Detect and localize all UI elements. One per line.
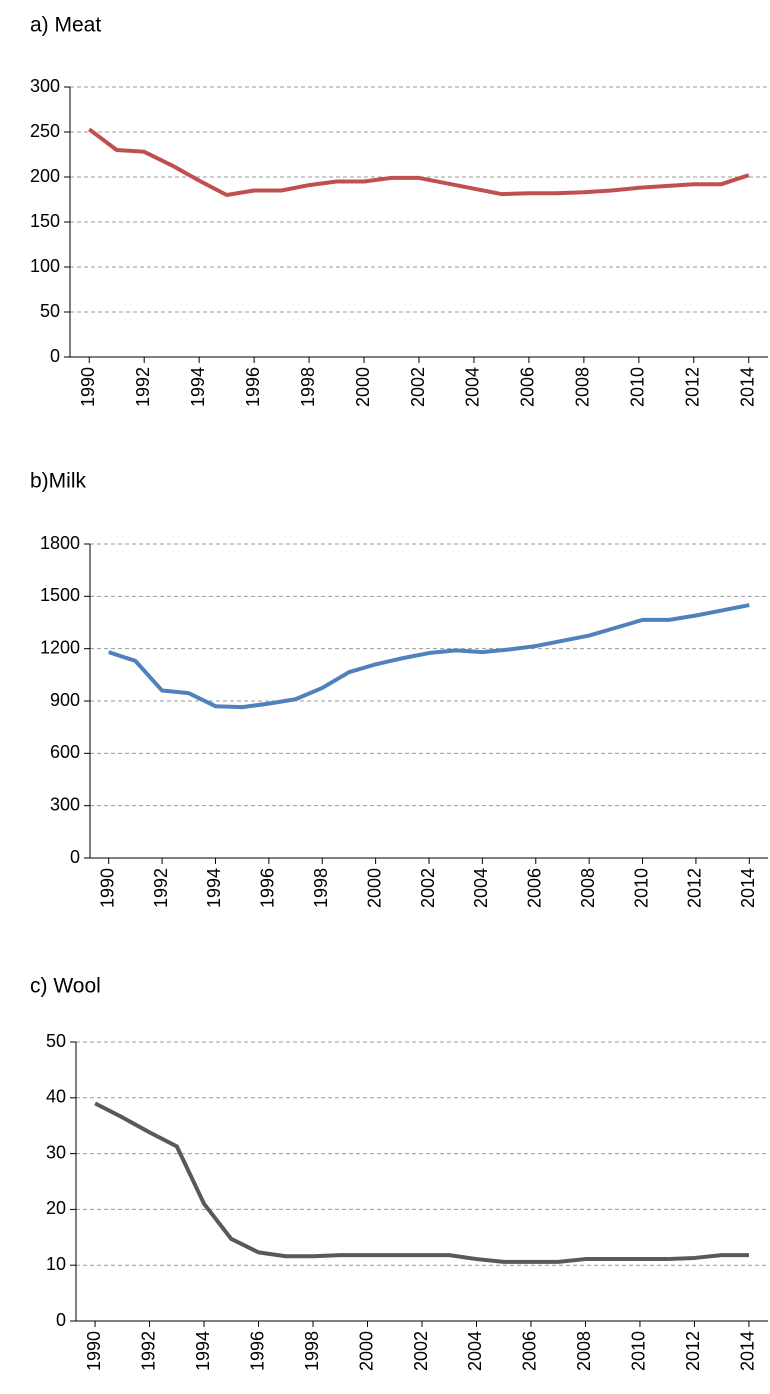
data-line <box>88 127 750 197</box>
chart-title: a) Meat <box>30 14 101 37</box>
y-tick-label: 200 <box>30 166 60 186</box>
x-tick-label: 2014 <box>738 367 758 407</box>
y-tick-label: 1800 <box>40 533 80 553</box>
y-tick-label: 30 <box>46 1142 66 1162</box>
y-tick-label: 600 <box>50 742 80 762</box>
data-line <box>94 1101 749 1264</box>
y-tick-label: 100 <box>30 256 60 276</box>
y-tick-label: 250 <box>30 121 60 141</box>
y-tick-label: 50 <box>46 1031 66 1051</box>
y-tick-label: 20 <box>46 1198 66 1218</box>
y-tick-label: 900 <box>50 690 80 710</box>
x-tick-label: 2000 <box>356 1331 376 1371</box>
x-tick-label: 2004 <box>471 868 491 908</box>
chart-title: c) Wool <box>30 975 101 998</box>
x-tick-label: 2010 <box>631 868 651 908</box>
x-tick-label: 2012 <box>683 1331 703 1371</box>
x-tick-label: 2008 <box>574 1331 594 1371</box>
x-tick-label: 2010 <box>629 1331 649 1371</box>
y-tick-label: 0 <box>50 346 60 366</box>
y-tick-label: 10 <box>46 1254 66 1274</box>
x-tick-label: 1990 <box>78 367 98 407</box>
x-tick-label: 1996 <box>258 868 278 908</box>
x-tick-label: 1994 <box>188 367 208 407</box>
y-tick-label: 150 <box>30 211 60 231</box>
x-tick-label: 2006 <box>518 367 538 407</box>
x-tick-label: 1994 <box>204 868 224 908</box>
x-tick-label: 2004 <box>463 367 483 407</box>
x-tick-label: 1998 <box>298 367 318 407</box>
y-tick-label: 0 <box>70 847 80 867</box>
x-tick-label: 2006 <box>520 1331 540 1371</box>
data-line <box>108 603 750 710</box>
x-tick-label: 1996 <box>243 367 263 407</box>
y-tick-label: 1500 <box>40 585 80 605</box>
y-tick-label: 0 <box>56 1310 66 1330</box>
x-tick-label: 2000 <box>353 367 373 407</box>
x-tick-label: 2012 <box>683 367 703 407</box>
y-tick-label: 300 <box>30 76 60 96</box>
x-tick-label: 1998 <box>311 868 331 908</box>
x-tick-label: 1996 <box>247 1331 267 1371</box>
x-tick-label: 2002 <box>408 367 428 407</box>
x-tick-label: 2008 <box>573 367 593 407</box>
x-tick-label: 2012 <box>685 868 705 908</box>
y-tick-label: 300 <box>50 794 80 814</box>
x-tick-label: 1994 <box>193 1331 213 1371</box>
x-tick-label: 2002 <box>411 1331 431 1371</box>
x-tick-label: 1992 <box>133 367 153 407</box>
x-tick-label: 1992 <box>138 1331 158 1371</box>
x-tick-label: 1990 <box>84 1331 104 1371</box>
y-tick-label: 40 <box>46 1087 66 1107</box>
chart-title: b)Milk <box>30 470 86 493</box>
x-tick-label: 1990 <box>97 868 117 908</box>
x-tick-label: 2002 <box>418 868 438 908</box>
x-tick-label: 1992 <box>151 868 171 908</box>
x-tick-label: 2008 <box>578 868 598 908</box>
x-tick-label: 2004 <box>465 1331 485 1371</box>
x-tick-label: 2014 <box>738 1331 758 1371</box>
x-tick-label: 2000 <box>364 868 384 908</box>
y-tick-label: 1200 <box>40 637 80 657</box>
x-tick-label: 2010 <box>628 367 648 407</box>
x-tick-label: 2014 <box>738 868 758 908</box>
x-tick-label: 2006 <box>525 868 545 908</box>
x-tick-label: 1998 <box>302 1331 322 1371</box>
y-tick-label: 50 <box>40 301 60 321</box>
